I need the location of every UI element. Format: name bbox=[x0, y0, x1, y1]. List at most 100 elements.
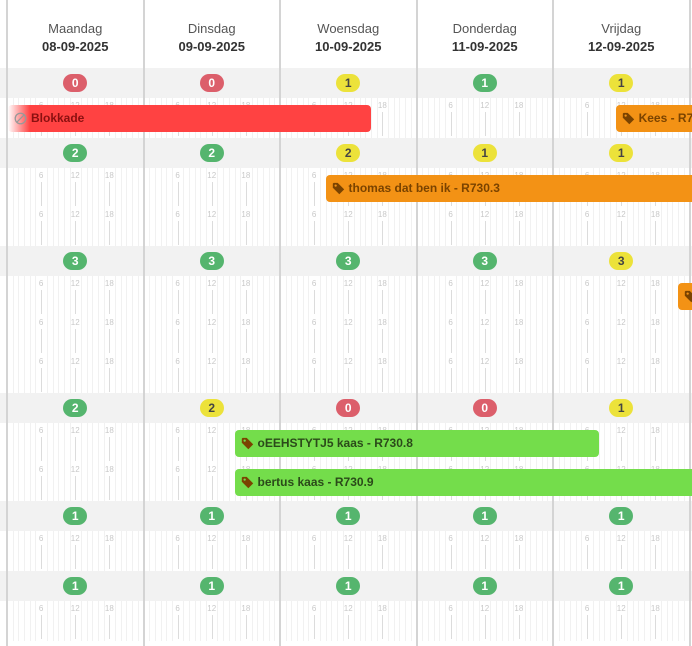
availability-badge[interactable]: 1 bbox=[472, 577, 497, 595]
booking-event[interactable] bbox=[678, 283, 692, 310]
hour-gridline bbox=[262, 531, 264, 571]
hour-gridline bbox=[223, 601, 225, 641]
availability-badge[interactable]: 1 bbox=[336, 577, 361, 595]
booking-event[interactable]: oEEHSTYTJ5 kaas - R730.8 bbox=[234, 430, 599, 457]
availability-badge[interactable]: 0 bbox=[63, 74, 88, 92]
hour-gridline bbox=[319, 276, 321, 393]
hour-tick bbox=[245, 615, 247, 639]
hour-gridline bbox=[444, 601, 446, 641]
hour-gridline bbox=[302, 601, 304, 641]
availability-badge[interactable]: 1 bbox=[199, 507, 224, 525]
availability-badge[interactable]: 1 bbox=[472, 74, 497, 92]
availability-badge[interactable]: 1 bbox=[609, 399, 634, 417]
hour-tick bbox=[314, 290, 316, 314]
hour-tick bbox=[177, 615, 179, 639]
availability-badge[interactable]: 1 bbox=[609, 577, 634, 595]
availability-badge[interactable]: 0 bbox=[199, 74, 224, 92]
hour-gridline bbox=[399, 423, 401, 501]
hour-gridline bbox=[626, 168, 628, 246]
availability-badge[interactable]: 1 bbox=[63, 507, 88, 525]
day-date: 09-09-2025 bbox=[178, 39, 246, 54]
booking-event[interactable]: bertus kaas - R730.9 bbox=[234, 469, 692, 496]
availability-badge[interactable]: 0 bbox=[336, 399, 361, 417]
blockade-event[interactable]: Blokkade bbox=[8, 105, 371, 132]
hour-gridline bbox=[456, 601, 458, 641]
hour-gridline bbox=[353, 531, 355, 571]
hour-tick-label: 12 bbox=[480, 279, 490, 288]
hour-gridline bbox=[223, 168, 225, 246]
hour-gridline bbox=[581, 601, 583, 641]
hour-tick bbox=[484, 615, 486, 639]
hour-tick bbox=[484, 221, 486, 245]
availability-badge[interactable]: 0 bbox=[472, 399, 497, 417]
availability-badge[interactable]: 3 bbox=[609, 252, 634, 270]
hour-gridline bbox=[581, 531, 583, 571]
availability-badge[interactable]: 2 bbox=[63, 399, 88, 417]
hour-tick bbox=[348, 545, 350, 569]
day-header[interactable]: Woensdag 10-09-2025 bbox=[280, 0, 417, 68]
availability-badge[interactable]: 3 bbox=[199, 252, 224, 270]
hour-gridline bbox=[501, 601, 503, 641]
hour-gridline bbox=[120, 276, 122, 393]
hour-gridline bbox=[638, 276, 640, 393]
hour-gridline bbox=[456, 98, 458, 138]
day-header[interactable]: Donderdag 11-09-2025 bbox=[417, 0, 554, 68]
hour-tick bbox=[245, 221, 247, 245]
hour-tick bbox=[41, 182, 43, 206]
day-header[interactable]: Vrijdag 12-09-2025 bbox=[553, 0, 690, 68]
hour-tick bbox=[41, 329, 43, 353]
hour-gridline bbox=[308, 168, 310, 246]
hour-gridline bbox=[194, 423, 196, 501]
availability-badge[interactable]: 3 bbox=[63, 252, 88, 270]
hour-gridline bbox=[291, 168, 293, 246]
hour-gridline bbox=[626, 601, 628, 641]
hour-gridline bbox=[376, 531, 378, 571]
hour-gridline bbox=[683, 168, 685, 246]
availability-badge[interactable]: 1 bbox=[336, 507, 361, 525]
hour-gridline bbox=[422, 98, 424, 138]
hour-gridline bbox=[120, 531, 122, 571]
hour-gridline bbox=[422, 276, 424, 393]
hour-gridline bbox=[592, 531, 594, 571]
availability-badge[interactable]: 1 bbox=[609, 74, 634, 92]
hour-gridline bbox=[507, 423, 509, 501]
availability-badge[interactable]: 1 bbox=[609, 144, 634, 162]
booking-event[interactable]: Kees - R7 bbox=[615, 105, 692, 132]
hour-gridline bbox=[12, 531, 14, 571]
hour-gridline bbox=[126, 423, 128, 501]
hour-tick-label: 12 bbox=[616, 279, 626, 288]
hour-gridline bbox=[501, 531, 503, 571]
availability-badge[interactable]: 2 bbox=[336, 144, 361, 162]
hour-tick-label: 18 bbox=[514, 534, 524, 543]
hour-tick bbox=[382, 545, 384, 569]
hour-tick bbox=[484, 112, 486, 136]
tag-icon bbox=[241, 436, 258, 450]
hour-tick bbox=[655, 329, 657, 353]
hour-tick-label: 18 bbox=[650, 534, 660, 543]
availability-badge[interactable]: 2 bbox=[199, 399, 224, 417]
hour-tick bbox=[211, 476, 213, 500]
day-header[interactable]: Maandag 08-09-2025 bbox=[7, 0, 144, 68]
hour-gridline bbox=[592, 601, 594, 641]
availability-badge[interactable]: 2 bbox=[63, 144, 88, 162]
hour-tick bbox=[109, 545, 111, 569]
hour-tick-label: 18 bbox=[650, 318, 660, 327]
availability-badge[interactable]: 3 bbox=[472, 252, 497, 270]
hour-tick-label: 6 bbox=[448, 101, 453, 110]
availability-badge[interactable]: 1 bbox=[472, 507, 497, 525]
hour-gridline bbox=[558, 98, 560, 138]
day-header[interactable]: Dinsdag 09-09-2025 bbox=[144, 0, 281, 68]
availability-badge[interactable]: 3 bbox=[336, 252, 361, 270]
availability-badge[interactable]: 1 bbox=[472, 144, 497, 162]
booking-event[interactable]: thomas dat ben ik - R730.3 bbox=[325, 175, 692, 202]
hour-gridline bbox=[206, 531, 208, 571]
hour-tick-label: 12 bbox=[480, 604, 490, 613]
hour-tick bbox=[450, 615, 452, 639]
availability-badge[interactable]: 1 bbox=[63, 577, 88, 595]
hour-gridline bbox=[626, 423, 628, 501]
hour-tick bbox=[382, 329, 384, 353]
availability-badge[interactable]: 1 bbox=[609, 507, 634, 525]
availability-badge[interactable]: 1 bbox=[199, 577, 224, 595]
availability-badge[interactable]: 2 bbox=[199, 144, 224, 162]
availability-badge[interactable]: 1 bbox=[336, 74, 361, 92]
